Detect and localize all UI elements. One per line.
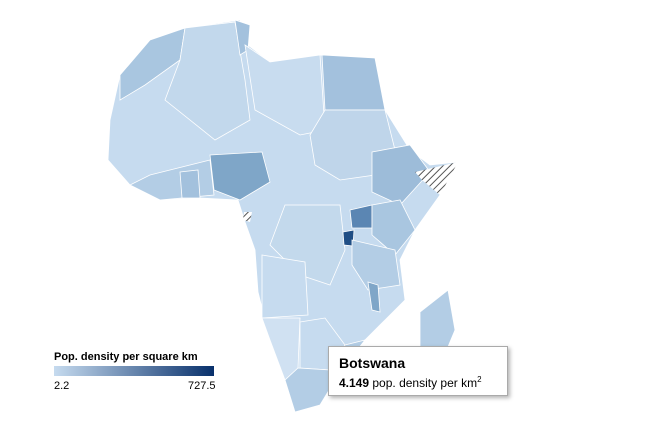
western-sahara bbox=[243, 212, 252, 222]
kenya bbox=[371, 199, 416, 256]
nigeria bbox=[209, 151, 271, 201]
egypt bbox=[321, 54, 386, 111]
ghana bbox=[179, 169, 201, 199]
tooltip-line: 4.149 pop. density per km2 bbox=[339, 375, 482, 390]
legend-max: 727.5 bbox=[188, 380, 216, 392]
tooltip-value: 4.149 bbox=[339, 376, 370, 390]
africa bbox=[107, 19, 459, 413]
legend-min: 2.2 bbox=[54, 380, 70, 392]
somalia bbox=[415, 162, 458, 195]
legend-gradient bbox=[54, 366, 214, 376]
legend-title: Pop. density per square km bbox=[54, 351, 198, 363]
tooltip: Botswana 4.149 pop. density per km2 bbox=[328, 346, 508, 396]
tooltip-country: Botswana bbox=[339, 355, 406, 371]
malawi bbox=[367, 281, 381, 313]
ethiopia bbox=[371, 144, 431, 206]
tooltip-unit-superscript: 2 bbox=[477, 375, 482, 384]
tanzania bbox=[351, 239, 401, 291]
tooltip-unit: pop. density per km bbox=[372, 376, 478, 390]
dr-congo bbox=[269, 204, 346, 286]
angola bbox=[261, 254, 309, 319]
namibia bbox=[261, 317, 301, 381]
